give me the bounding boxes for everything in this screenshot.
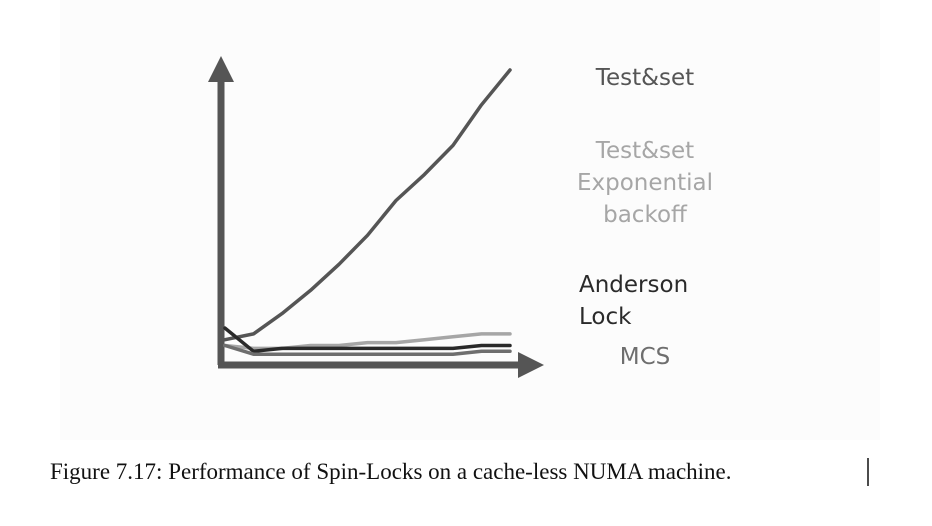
x-axis-arrow <box>518 352 544 378</box>
figure-background <box>60 0 880 440</box>
series-label: Test&set <box>595 65 694 91</box>
plot: Test&set Test&set Exponential backoff Anders… <box>223 65 713 370</box>
series-line <box>223 343 512 356</box>
series-line <box>223 68 512 342</box>
series-label: MCS <box>620 344 671 370</box>
series-label: Anderson Lock <box>579 272 688 330</box>
series-label: Test&set Exponential backoff <box>577 138 713 228</box>
axes <box>208 56 544 378</box>
series-line <box>223 326 512 354</box>
y-axis-arrow <box>208 56 234 82</box>
caption: Figure 7.17: Performance of Spin-Locks o… <box>50 459 732 484</box>
